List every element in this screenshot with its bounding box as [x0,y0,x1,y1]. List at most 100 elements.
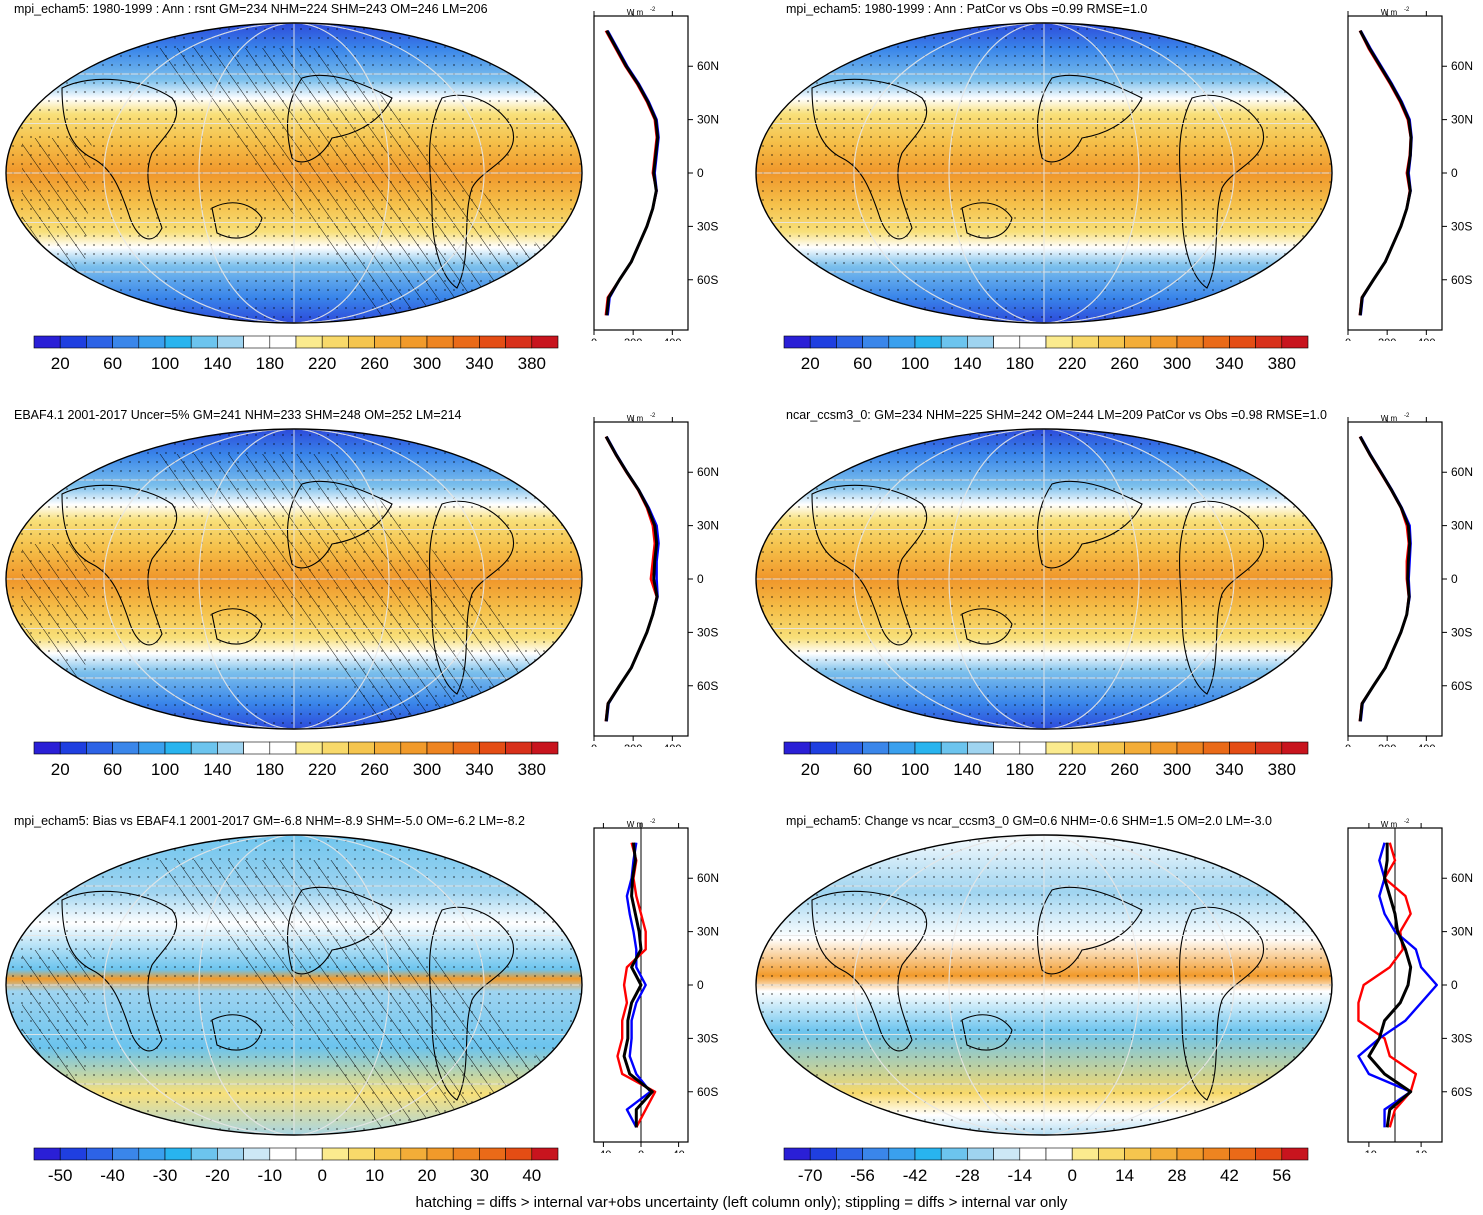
colorbar-swatch [531,1147,559,1161]
colorbar-label: 30 [470,1166,489,1185]
colorbar-swatch [374,335,402,349]
colorbar-swatch [1202,1147,1230,1161]
lat-tick-label: 60N [1451,59,1473,73]
colorbar-label: 260 [360,354,388,373]
colorbar-swatch [1281,1147,1309,1161]
colorbar-swatch [940,741,968,755]
coastline [961,202,1013,239]
panel-title: ncar_ccsm3_0: GM=234 NHM=225 SHM=242 OM=… [786,408,1327,422]
unit-label: W m [627,8,644,17]
colorbar-swatch [1098,741,1125,755]
lat-tick-label: 0 [697,166,704,180]
colorbar-label: 14 [1115,1166,1134,1185]
colorbar-swatch [452,1147,480,1161]
lat-tick-label: 60S [697,1085,718,1099]
coastline [1037,886,1143,975]
colorbar-swatch [295,1147,323,1161]
lat-tick-label: 60S [697,273,718,287]
map-panel-2: mpi_echam5: 1980-1999 : Ann : PatCor vs … [748,0,1483,400]
lat-tick-label: 30S [697,625,718,639]
colorbar-label: 20 [801,354,820,373]
lat-tick-label: 30S [1451,625,1472,639]
colorbar-label: -56 [850,1166,875,1185]
colorbar-swatch [1202,335,1230,349]
colorbar-swatch [269,1147,297,1161]
colorbar-label: -40 [100,1166,125,1185]
colorbar-swatch [993,741,1021,755]
coastline [61,78,178,240]
colorbar-swatch [269,335,297,349]
lat-tick-label: 30N [1451,925,1473,939]
colorbar-swatch [505,1147,533,1161]
colorbar-swatch [426,1147,454,1161]
coastline [1037,480,1143,569]
map-border [755,834,1333,1136]
colorbar-swatch [1176,1147,1204,1161]
colorbar-swatch [836,741,863,755]
colorbar-swatch [112,335,140,349]
coastline [61,484,178,646]
colorbar-label: -14 [1008,1166,1033,1185]
lat-tick-label: 30S [1451,1031,1472,1045]
colorbar-swatch [888,1147,916,1161]
colorbar-swatch [967,741,994,755]
x-tick-label: 40 [672,1149,684,1153]
coastline [211,202,263,239]
world-map [5,22,583,324]
zonal-profile: W m -2 60N 30N 0 30S 60S -40 0 40 [593,819,719,1153]
colorbar-swatch [1255,335,1283,349]
unit-superscript: -2 [650,7,656,13]
colorbar-swatch [1229,741,1256,755]
x-tick-label: 400 [663,337,681,341]
x-tick-label: 200 [1378,337,1396,341]
colorbar-swatch [1176,741,1204,755]
x-tick-label: -10 [1361,1149,1377,1153]
profile-line-black [622,842,654,1128]
colorbar-swatch [862,741,890,755]
colorbar-swatch [1071,1147,1099,1161]
graticule [6,23,582,323]
hatching [22,860,562,1130]
colorbar-swatch [1124,741,1152,755]
colorbar-label: 220 [308,354,336,373]
colorbar-label: -20 [205,1166,230,1185]
colorbar: 2060100140180220260300340380420 [783,335,1309,373]
colorbar-label: 340 [1215,354,1243,373]
colorbar-swatch [888,741,916,755]
unit-superscript: -2 [1404,7,1410,13]
x-tick-label: 0 [1345,743,1351,747]
colorbar-swatch [1255,741,1283,755]
colorbar: -50-40-30-20-1001020304050 [33,1147,559,1185]
colorbar-label: 20 [801,760,820,779]
coastline [961,608,1013,645]
colorbar-swatch [1202,741,1230,755]
coastline [811,890,928,1052]
profile-frame [1347,15,1443,331]
profile-line-blue [1357,842,1438,1128]
colorbar-swatch [190,741,218,755]
colorbar-swatch [505,335,533,349]
panel-title: mpi_echam5: 1980-1999 : Ann : PatCor vs … [786,2,1148,16]
colorbar-swatch [1281,335,1309,349]
colorbar-label: 20 [51,760,70,779]
colorbar-swatch [217,1147,244,1161]
colorbar-swatch [243,335,271,349]
colorbar-swatch [836,1147,863,1161]
profile-frame [1347,421,1443,737]
colorbar-swatch [33,335,61,349]
coastline [287,480,393,569]
panel-title: mpi_echam5: 1980-1999 : Ann : rsnt GM=23… [14,2,488,16]
world-map [755,22,1333,324]
panel-title: EBAF4.1 2001-2017 Uncer=5% GM=241 NHM=23… [14,408,462,422]
unit-label: W m [1381,8,1398,17]
x-tick-label: 200 [624,337,642,341]
x-tick-label: 200 [1378,743,1396,747]
colorbar-label: 180 [1006,760,1034,779]
lat-tick-label: 30N [1451,113,1473,127]
colorbar-label: -42 [903,1166,928,1185]
colorbar-label: 260 [1110,354,1138,373]
colorbar-swatch [400,1147,428,1161]
colorbar-swatch [809,1147,837,1161]
lat-tick-label: 60N [697,871,719,885]
profile-line-black [1358,29,1413,316]
